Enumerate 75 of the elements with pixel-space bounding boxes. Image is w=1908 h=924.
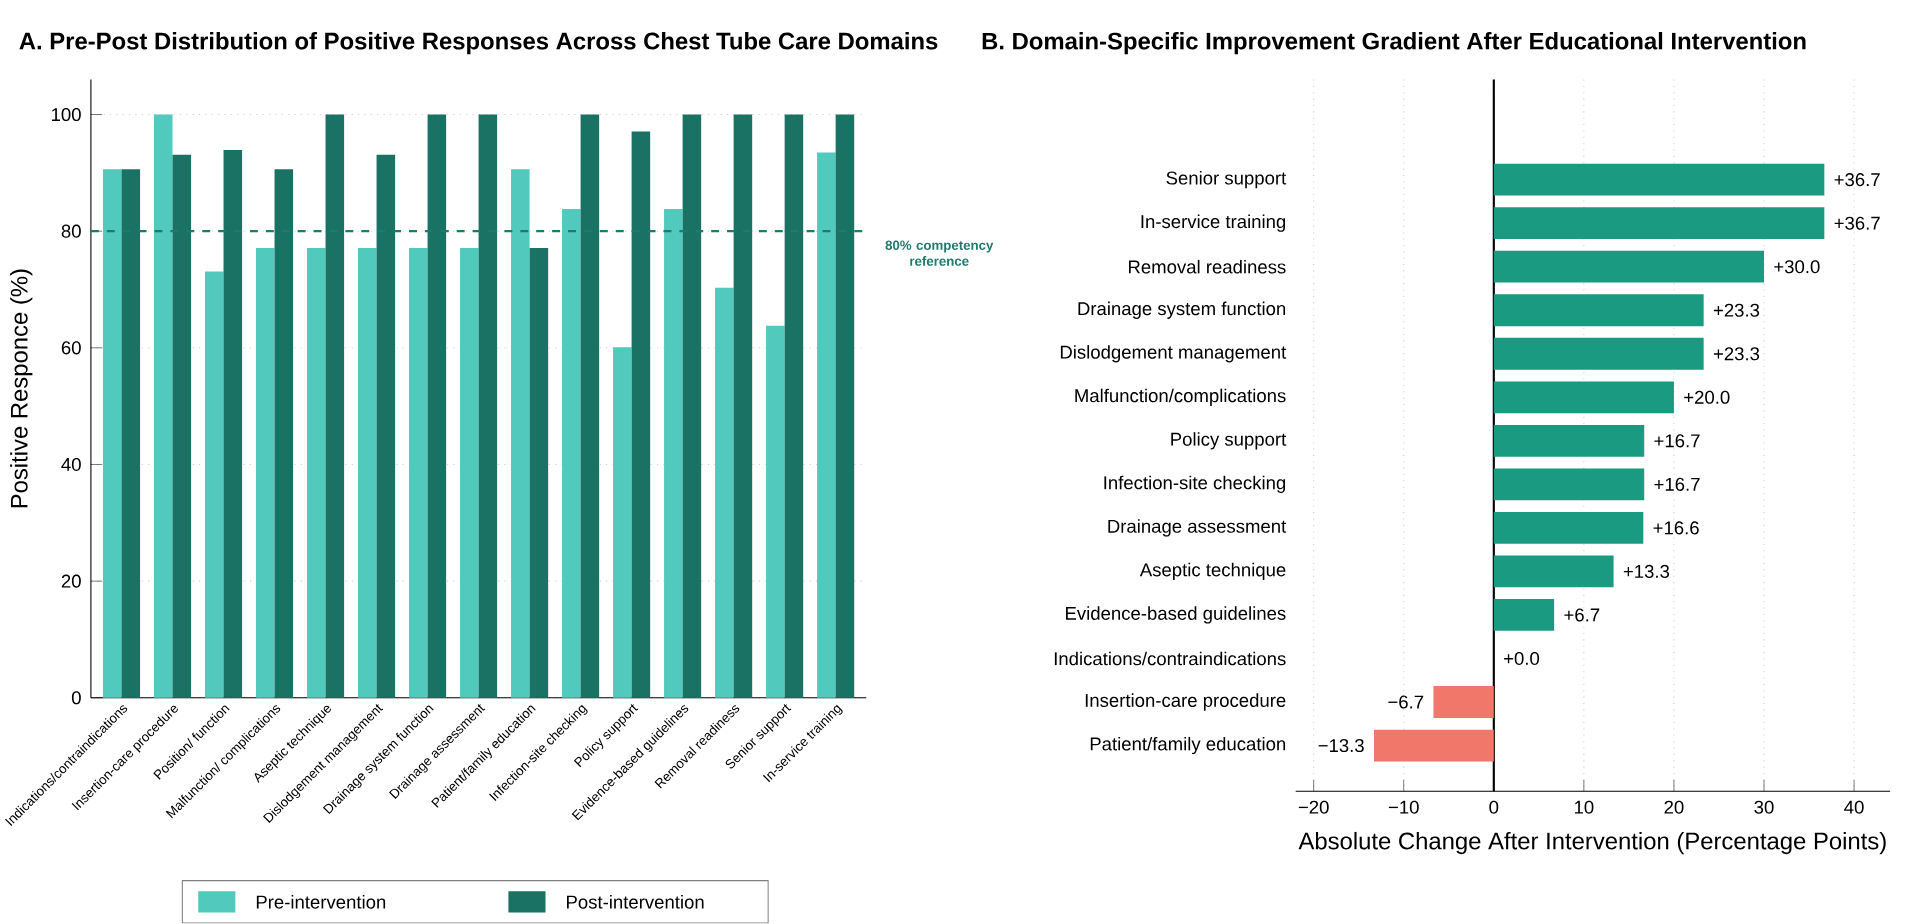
bar [529, 248, 549, 699]
bar [307, 248, 326, 699]
y-tick-label: 100 [51, 108, 81, 122]
bar [766, 325, 785, 699]
bar [1374, 729, 1494, 762]
y-tick-label: Malfunction/complications [1075, 388, 1286, 407]
bar [1493, 338, 1704, 370]
bar [409, 248, 428, 699]
data-label: +16.6 [1653, 521, 1699, 535]
data-label: +23.3 [1713, 347, 1760, 361]
chart-title: A. Pre-Post Distribution of Positive Responses Across Chest Tube Care Domains [19, 32, 938, 55]
data-label: +13.3 [1623, 565, 1670, 579]
y-tick-label: 80 [61, 224, 81, 238]
bar [1493, 512, 1644, 545]
y-tick-label: Senior support [1166, 171, 1287, 189]
data-label: −6.7 [1388, 695, 1424, 709]
data-label: +6.7 [1564, 608, 1600, 622]
bar [1493, 468, 1645, 501]
legend-label: Pre-intervention [256, 895, 386, 909]
chart-title: B. Domain-Specific Improvement Gradient After Educational Intervention [982, 32, 1806, 55]
y-axis-title: Positive Responce (%) [10, 269, 33, 508]
y-tick-label: Drainage system function [1078, 301, 1286, 320]
bar [204, 271, 224, 699]
x-tick-label: 30 [1754, 800, 1774, 814]
x-axis-title: Absolute Change After Intervention (Percentage Points) [1298, 832, 1886, 855]
data-label: +0.0 [1504, 652, 1540, 666]
y-tick-label: In-service training [1141, 214, 1286, 233]
bar [1493, 163, 1825, 196]
x-tick-label: −20 [1298, 800, 1329, 814]
data-label: +36.7 [1834, 173, 1880, 187]
bar [153, 114, 173, 699]
x-tick-label: −10 [1388, 800, 1419, 814]
bar [613, 347, 632, 699]
y-tick-label: Aseptic technique [1139, 563, 1286, 581]
bar [1493, 425, 1645, 457]
y-tick-label: Insertion-care procedure [1085, 693, 1286, 711]
y-tick-label: 40 [61, 458, 81, 472]
y-tick-label: Evidence-based guidelines [1066, 606, 1286, 624]
bar [255, 248, 275, 699]
y-tick-label: Removal readiness [1129, 260, 1286, 274]
y-tick-label: Drainage assessment [1108, 519, 1287, 537]
data-label: +16.7 [1654, 434, 1700, 448]
data-label: +30.0 [1774, 260, 1820, 274]
y-tick-label: Indications/contraindications [1054, 651, 1286, 666]
bar [715, 287, 734, 699]
data-label: −13.3 [1318, 739, 1364, 753]
bar [817, 152, 836, 699]
y-tick-label: Dislodgement management [1060, 345, 1287, 363]
bar [358, 248, 377, 699]
x-tick-label: 20 [1664, 800, 1684, 814]
bar [664, 209, 683, 699]
x-tick-label: 40 [1844, 800, 1864, 814]
y-tick-label: 60 [61, 341, 81, 355]
bar [1493, 207, 1825, 240]
bar [460, 248, 479, 699]
bar [562, 209, 581, 699]
bar [1493, 599, 1555, 632]
y-tick-label: Infection-site checking [1104, 475, 1286, 494]
y-tick-label: 20 [61, 574, 81, 588]
y-tick-label: Policy support [1171, 432, 1287, 450]
data-label: +23.3 [1713, 303, 1760, 317]
data-label: +20.0 [1684, 390, 1730, 405]
bar [1493, 381, 1674, 414]
bar [1493, 555, 1614, 588]
bar [1433, 686, 1494, 719]
data-label: +16.7 [1654, 478, 1700, 492]
x-tick-label: 10 [1574, 800, 1594, 814]
bar [102, 169, 122, 699]
legend-label: Post-intervention [567, 895, 704, 909]
bar [511, 169, 530, 699]
bar [1493, 251, 1764, 283]
y-tick-label: 0 [71, 691, 81, 705]
data-label: +36.7 [1834, 216, 1880, 230]
x-tick-label: 0 [1489, 800, 1499, 814]
bar [1493, 294, 1704, 327]
